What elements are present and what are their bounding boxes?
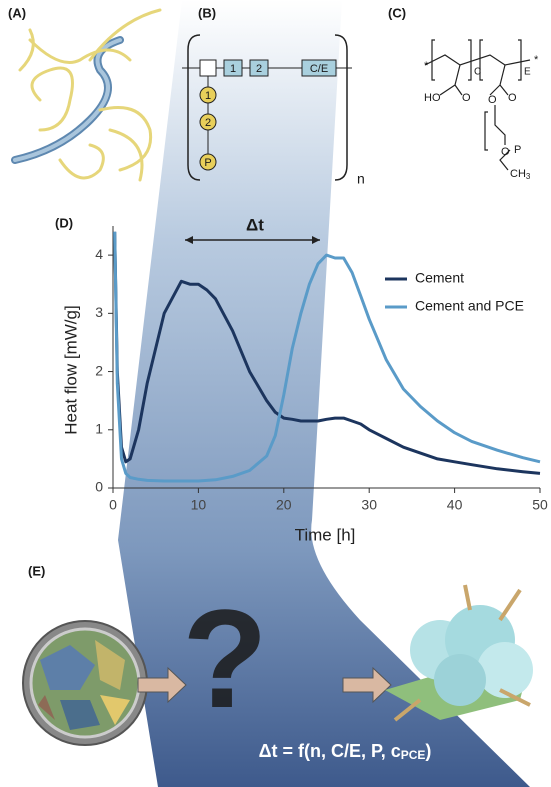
series-line xyxy=(113,231,541,483)
repeat-label: n xyxy=(357,171,365,187)
side-chain-label: 1 xyxy=(205,90,211,102)
x-tick-label: 50 xyxy=(532,497,548,513)
atom-label: O xyxy=(462,92,471,104)
legend-label: Cement and PCE xyxy=(415,298,524,314)
panel-label: (D) xyxy=(55,215,73,230)
formula: Δt = f(n, C/E, P, cPCE) xyxy=(259,741,432,762)
side-chain-label: P xyxy=(204,157,211,169)
arrow xyxy=(342,666,392,704)
arrow xyxy=(137,666,187,704)
y-tick-label: 0 xyxy=(95,479,103,495)
delta-label: Δt xyxy=(246,215,264,234)
atom-label: HO xyxy=(424,92,441,104)
star: * xyxy=(424,60,429,72)
formula-end: ) xyxy=(425,741,431,761)
polymer-illustration xyxy=(11,8,162,182)
y-tick-label: 3 xyxy=(95,304,103,320)
atom-label: O xyxy=(488,94,497,106)
x-tick-label: 30 xyxy=(361,497,377,513)
methyl: CH xyxy=(510,168,526,180)
x-axis-label: Time [h] xyxy=(295,525,356,544)
x-tick-label: 40 xyxy=(447,497,463,513)
question-mark: ? xyxy=(182,580,268,737)
atom-label: CH3 xyxy=(510,168,531,181)
side-chain-label: 2 xyxy=(205,117,211,129)
atom-label: O xyxy=(501,146,510,158)
unit-label: C xyxy=(474,67,481,78)
segment-label: 1 xyxy=(230,63,236,75)
x-tick-label: 0 xyxy=(109,497,117,513)
y-tick-label: 4 xyxy=(95,246,103,262)
background-band xyxy=(118,0,530,787)
y-axis-label: Heat flow [mW/g] xyxy=(61,305,80,434)
panel-label: (E) xyxy=(28,563,45,578)
chemical-structure xyxy=(424,39,531,171)
unit-label: E xyxy=(524,67,531,78)
formula-subscript: PCE xyxy=(401,748,426,762)
hydrated-crystals xyxy=(385,584,533,722)
series-line xyxy=(113,231,541,475)
formula-main: Δt = f(n, C/E, P, c xyxy=(259,741,401,761)
panel-label: (C) xyxy=(388,5,406,20)
panel-label: (B) xyxy=(198,5,216,20)
x-tick-label: 20 xyxy=(276,497,292,513)
legend-label: Cement xyxy=(415,270,464,286)
panel-label: (A) xyxy=(8,5,26,20)
y-tick-label: 2 xyxy=(95,362,103,378)
star: * xyxy=(534,54,539,66)
segment-label: C/E xyxy=(310,63,328,75)
atom-label: P xyxy=(514,144,521,156)
segment-label: 2 xyxy=(256,63,262,75)
atom-label: O xyxy=(508,92,517,104)
repeat-unit-diagram xyxy=(182,34,352,181)
cement-particle xyxy=(22,620,148,746)
x-tick-label: 10 xyxy=(191,497,207,513)
y-tick-label: 1 xyxy=(95,420,103,436)
methyl-subscript: 3 xyxy=(526,172,531,181)
